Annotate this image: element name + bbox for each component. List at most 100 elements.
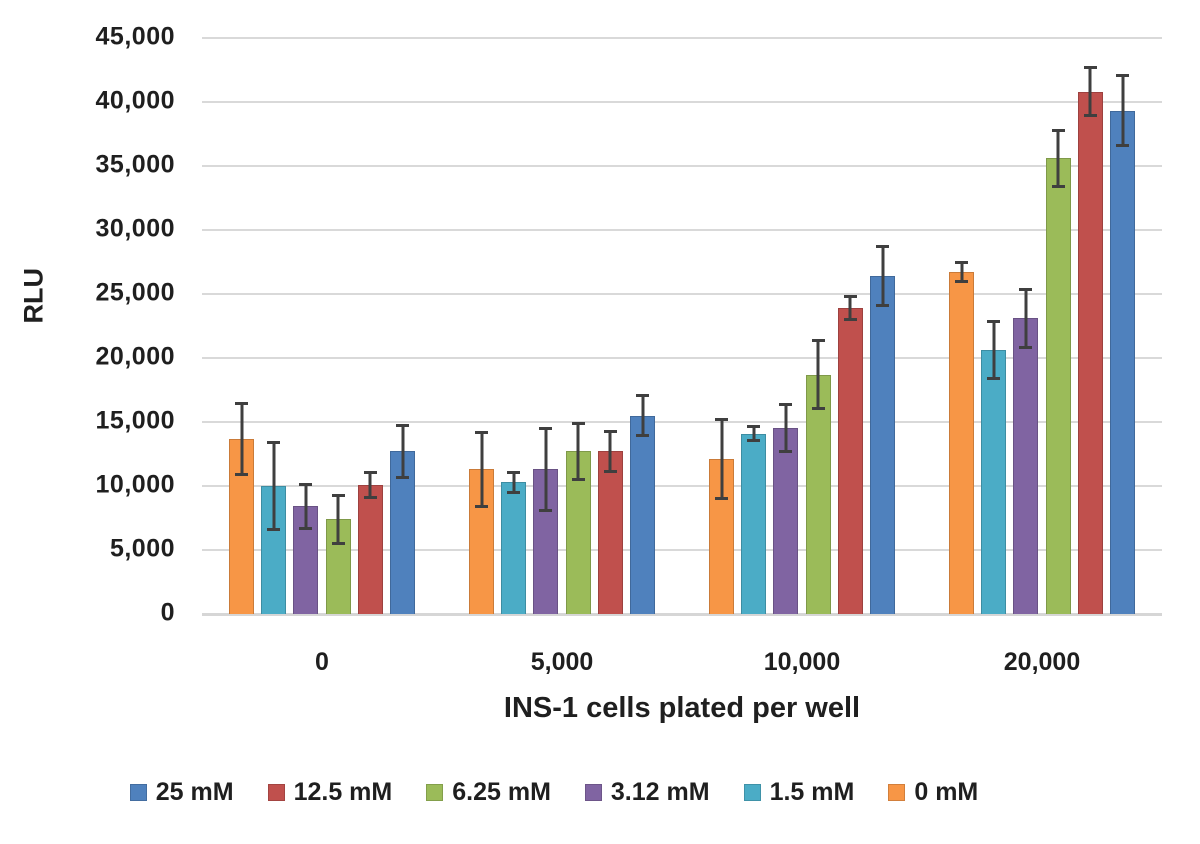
error-bar	[779, 403, 793, 454]
error-bar-line	[1024, 287, 1028, 350]
legend-label: 25 mM	[155, 778, 234, 806]
error-bar-cap-bottom	[475, 504, 488, 508]
y-tick-label: 40,000	[95, 86, 175, 115]
y-tick-label: 20,000	[95, 342, 175, 371]
error-bar-cap-bottom	[955, 280, 968, 284]
error-bar-cap-bottom	[779, 450, 793, 454]
bar-15mM-20000	[981, 350, 1007, 614]
legend-item-625mM: 6.25 mM	[426, 778, 551, 807]
error-bar	[811, 338, 825, 411]
bar-15mM-10000	[741, 433, 767, 614]
y-tick-label: 35,000	[95, 150, 175, 179]
error-bar-cap-top	[299, 483, 313, 487]
error-bar-cap-top	[331, 493, 345, 497]
error-bar	[1019, 287, 1033, 350]
error-bar-cap-bottom	[987, 377, 1001, 381]
bar-312mM-0	[293, 506, 319, 614]
error-bar	[1116, 74, 1129, 148]
error-bar	[363, 470, 377, 499]
error-bar-cap-top	[843, 295, 857, 299]
y-tick-label: 5,000	[109, 534, 175, 563]
bar-125mM-10000	[837, 308, 863, 614]
bar-0mM-10000	[709, 459, 734, 614]
error-bar	[1051, 128, 1065, 188]
y-tick-label: 45,000	[95, 22, 175, 51]
error-bar	[1083, 66, 1097, 118]
error-bar	[603, 430, 617, 473]
error-bar-cap-bottom	[571, 477, 585, 481]
bar-625mM-10000	[805, 374, 831, 614]
error-bar-cap-top	[1051, 128, 1065, 132]
error-bar-cap-top	[636, 393, 649, 397]
legend-item-312mM: 3.12 mM	[584, 778, 710, 807]
legend-swatch	[888, 784, 906, 801]
x-axis-line	[202, 613, 1162, 616]
error-bar	[843, 295, 857, 321]
error-bar-line	[272, 441, 276, 531]
error-bar-cap-bottom	[235, 472, 248, 476]
error-bar-cap-top	[475, 430, 488, 434]
legend-swatch	[743, 784, 761, 801]
gridline	[202, 549, 1162, 551]
y-tick-label: 30,000	[95, 214, 175, 243]
bar-312mM-10000	[773, 428, 799, 614]
error-bar-cap-bottom	[876, 303, 889, 307]
error-bar-line	[960, 261, 963, 284]
x-axis-title: INS-1 cells plated per well	[503, 692, 861, 724]
error-bar-cap-bottom	[747, 438, 761, 442]
error-bar	[715, 418, 728, 501]
legend-item-125mM: 12.5 mM	[267, 778, 393, 807]
gridline	[202, 357, 1162, 359]
legend-swatch	[584, 784, 602, 801]
x-tick-label: 0	[315, 648, 329, 676]
error-bar-cap-top	[715, 418, 728, 422]
error-bar-line	[304, 483, 308, 530]
bar-15mM-5000	[501, 482, 527, 614]
error-bar-line	[992, 320, 996, 381]
error-bar-cap-bottom	[539, 508, 553, 512]
error-bar-cap-bottom	[843, 317, 857, 321]
error-bar	[876, 245, 889, 307]
error-bar	[235, 401, 248, 476]
error-bar	[987, 320, 1001, 381]
error-bar-line	[816, 338, 820, 411]
bar-625mM-20000	[1045, 158, 1071, 614]
gridline	[202, 165, 1162, 167]
error-bar-line	[576, 422, 580, 481]
y-tick-label: 25,000	[95, 278, 175, 307]
legend-label: 6.25 mM	[452, 778, 551, 806]
error-bar-cap-top	[1083, 66, 1097, 70]
error-bar-cap-bottom	[507, 490, 521, 494]
error-bar-line	[544, 427, 548, 512]
x-tick-label: 10,000	[763, 648, 841, 676]
legend-label: 12.5 mM	[293, 778, 393, 806]
legend-item-0mM: 0 mM	[888, 778, 978, 807]
error-bar-line	[512, 470, 516, 494]
bar-25mM-10000	[870, 276, 895, 614]
error-bar-line	[881, 245, 884, 307]
y-tick-label: 0	[160, 598, 175, 627]
error-bar-line	[784, 403, 788, 454]
legend-label: 1.5 mM	[769, 778, 855, 806]
bar-0mM-0	[229, 438, 254, 614]
y-tick-label: 10,000	[95, 470, 175, 499]
y-tick-label: 15,000	[95, 406, 175, 435]
error-bar-cap-bottom	[811, 407, 825, 411]
gridline	[202, 421, 1162, 423]
error-bar-line	[1121, 74, 1124, 148]
error-bar-cap-top	[987, 320, 1001, 324]
error-bar	[475, 430, 488, 508]
error-bar-cap-bottom	[363, 495, 377, 499]
error-bar-cap-top	[507, 470, 521, 474]
gridline	[202, 101, 1162, 103]
bar-125mM-20000	[1077, 91, 1103, 614]
error-bar-cap-top	[876, 245, 889, 249]
error-bar-cap-bottom	[396, 475, 409, 479]
bar-0mM-20000	[949, 272, 974, 614]
legend: 25 mM 12.5 mM 6.25 mM 3.12 mM 1.5 mM 0 mM	[0, 778, 1154, 807]
error-bar	[636, 393, 649, 438]
legend-label: 3.12 mM	[610, 778, 710, 806]
error-bar-cap-bottom	[1051, 184, 1065, 188]
bar-125mM-0	[357, 484, 383, 614]
error-bar-cap-bottom	[1116, 144, 1129, 148]
